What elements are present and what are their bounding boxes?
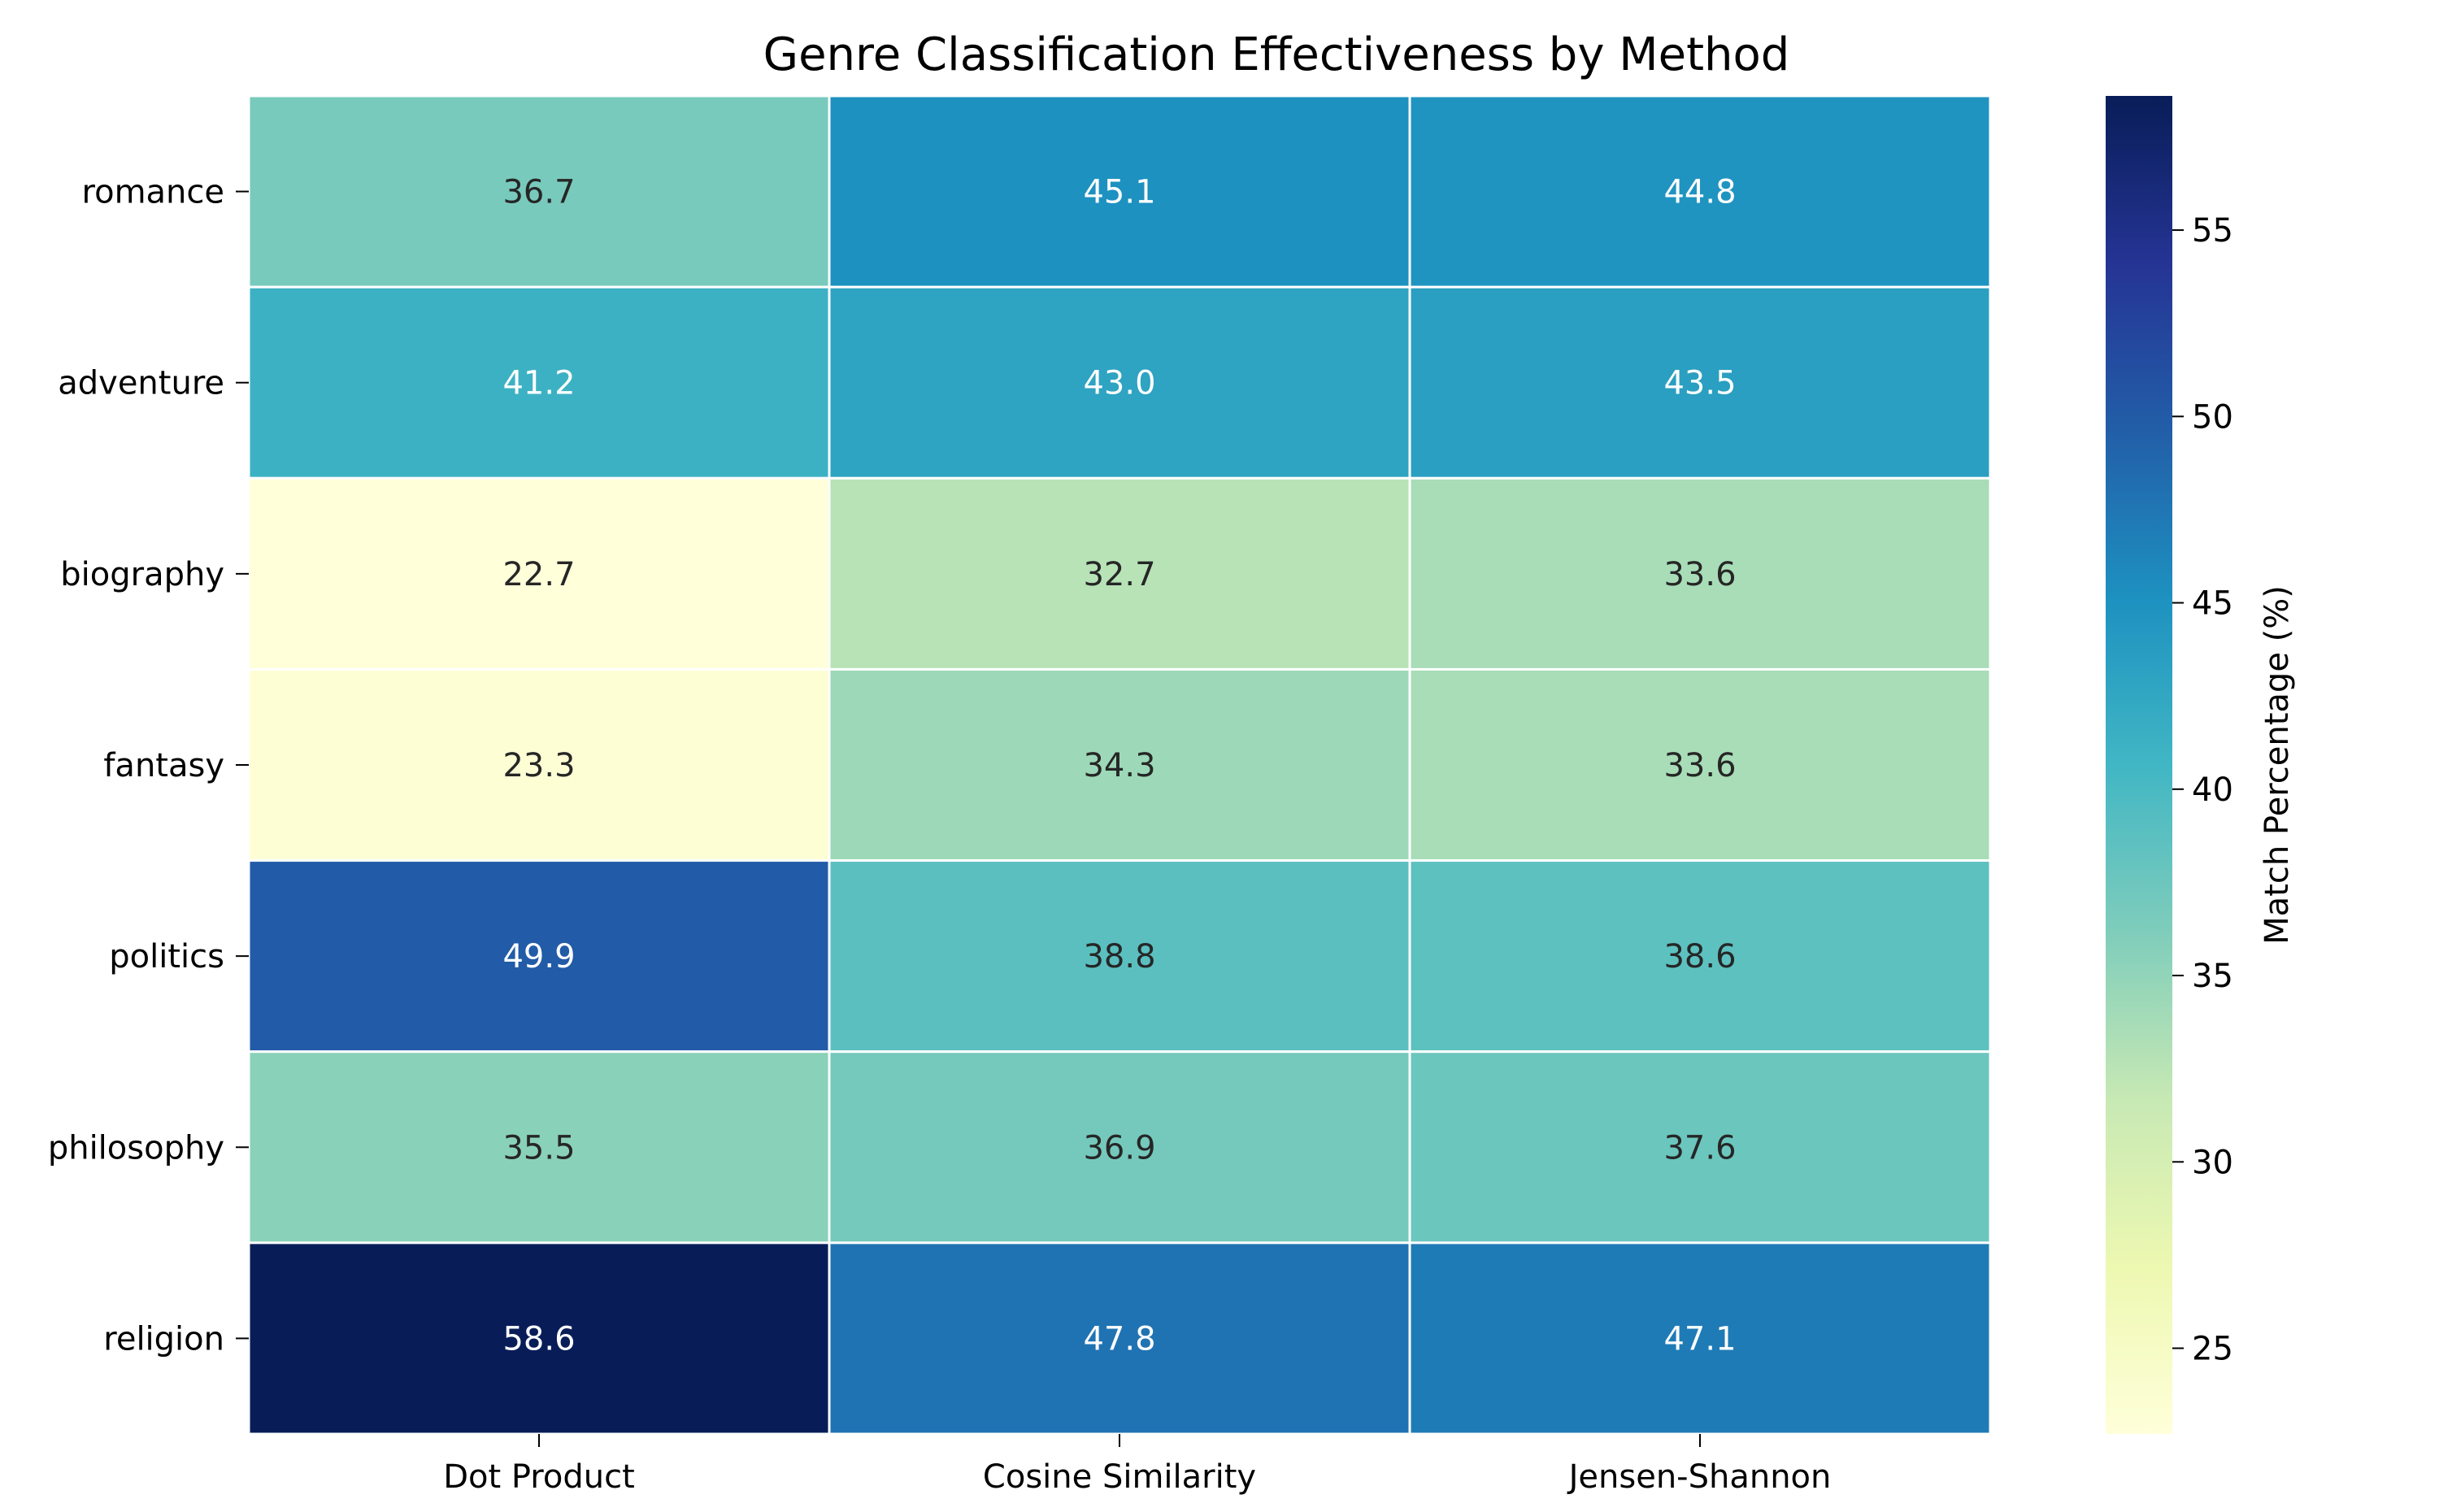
row-axis: romance adventure biography fantasy politics…	[48, 174, 249, 1358]
heatmap-cell	[828, 859, 1411, 1054]
heatmap-cell-labels: 36.7 45.1 44.8 41.2 43.0 43.5 22.7 32.7 33.6 23.3…	[502, 174, 1736, 1358]
cell-value-label: 44.8	[1663, 174, 1736, 211]
colorbar-gradient	[2106, 96, 2172, 1434]
colorbar-tick-label: 40	[2192, 771, 2233, 809]
heatmap-cell	[1408, 1050, 1992, 1245]
heatmap-cell	[247, 859, 831, 1054]
cell-value-label: 32.7	[1083, 556, 1155, 593]
cell-value-label: 43.0	[1083, 365, 1155, 402]
colorbar-ticks: 25 30 35 40 45 50 55	[2172, 212, 2233, 1368]
cell-value-label: 43.5	[1663, 365, 1736, 402]
cell-value-label: 45.1	[1083, 174, 1155, 211]
heatmap-cell	[1408, 1241, 1992, 1436]
column-label: Dot Product	[443, 1458, 635, 1496]
heatmap-cell	[828, 1050, 1411, 1245]
row-label: adventure	[58, 365, 224, 402]
heatmap-cell	[1408, 285, 1992, 480]
row-label: romance	[82, 174, 224, 211]
colorbar-tick-label: 50	[2192, 398, 2233, 436]
column-label: Jensen-Shannon	[1567, 1458, 1832, 1496]
cell-value-label: 47.8	[1083, 1320, 1155, 1358]
row-label: fantasy	[103, 747, 224, 784]
cell-value-label: 22.7	[502, 556, 575, 593]
cell-value-label: 49.9	[502, 938, 575, 975]
cell-value-label: 33.6	[1663, 556, 1736, 593]
colorbar: 25 30 35 40 45 50 55 Match Percentage (%)	[2106, 96, 2296, 1434]
column-axis: Dot Product Cosine Similarity Jensen-Shann…	[443, 1434, 1831, 1496]
heatmap-cell	[1408, 667, 1992, 862]
cell-value-label: 36.7	[502, 174, 575, 211]
colorbar-tick-label: 35	[2192, 958, 2233, 995]
heatmap-cell	[828, 476, 1411, 671]
column-label: Cosine Similarity	[983, 1458, 1256, 1496]
colorbar-tick-label: 45	[2192, 585, 2233, 623]
colorbar-label: Match Percentage (%)	[2259, 585, 2296, 945]
colorbar-tick-label: 55	[2192, 212, 2233, 250]
heatmap-cell	[247, 94, 831, 289]
cell-value-label: 38.6	[1663, 938, 1736, 975]
cell-value-label: 47.1	[1663, 1320, 1736, 1358]
heatmap-cell	[828, 285, 1411, 480]
cell-value-label: 36.9	[1083, 1129, 1155, 1167]
cell-value-label: 33.6	[1663, 747, 1736, 784]
chart-title: Genre Classification Effectiveness by Me…	[763, 28, 1790, 81]
colorbar-tick-label: 30	[2192, 1144, 2233, 1181]
heatmap-cell	[1408, 859, 1992, 1054]
heatmap-cell	[247, 667, 831, 862]
cell-value-label: 23.3	[502, 747, 575, 784]
cell-value-label: 35.5	[502, 1129, 575, 1167]
cell-value-label: 37.6	[1663, 1129, 1736, 1167]
row-label: biography	[60, 556, 224, 593]
heatmap-cell	[828, 94, 1411, 289]
heatmap-cells	[247, 94, 1992, 1436]
heatmap-cell	[828, 1241, 1411, 1436]
cell-value-label: 38.8	[1083, 938, 1155, 975]
colorbar-tick-label: 25	[2192, 1331, 2233, 1368]
row-label: politics	[109, 938, 224, 975]
row-label: philosophy	[48, 1129, 224, 1167]
heatmap-cell	[247, 285, 831, 480]
heatmap-cell	[247, 1241, 831, 1436]
cell-value-label: 58.6	[502, 1320, 575, 1358]
cell-value-label: 34.3	[1083, 747, 1155, 784]
heatmap-cell	[1408, 94, 1992, 289]
cell-value-label: 41.2	[502, 365, 575, 402]
row-label: religion	[103, 1320, 224, 1358]
